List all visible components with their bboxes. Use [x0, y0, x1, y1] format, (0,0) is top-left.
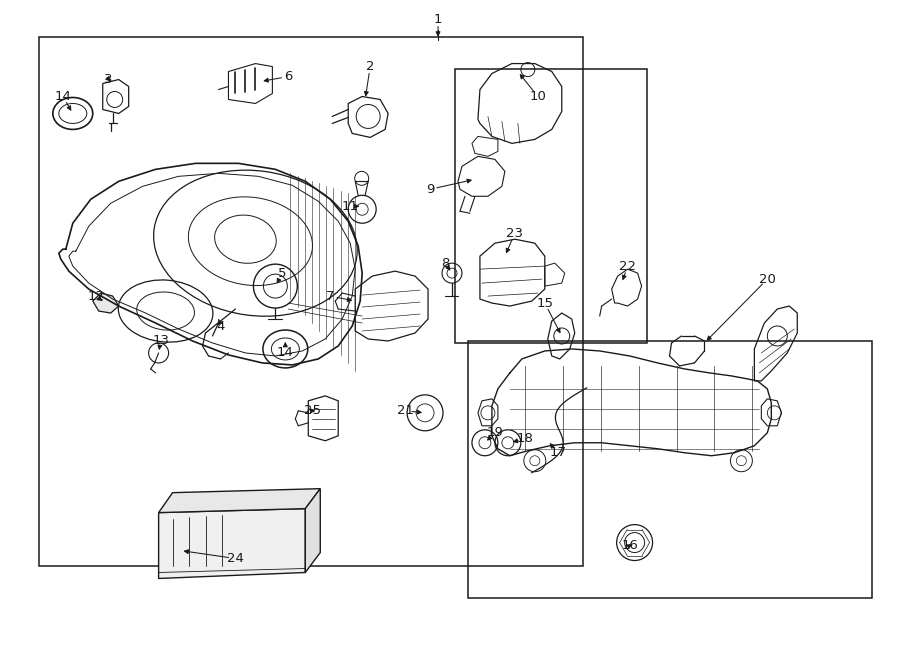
Text: 15: 15 [536, 297, 554, 309]
Text: 6: 6 [284, 70, 292, 83]
Text: 13: 13 [152, 334, 169, 348]
Polygon shape [158, 508, 305, 578]
Text: 8: 8 [441, 256, 449, 270]
Text: 16: 16 [621, 539, 638, 552]
Polygon shape [93, 293, 119, 313]
Text: 10: 10 [529, 90, 546, 103]
Text: 3: 3 [104, 73, 113, 86]
Text: 4: 4 [216, 319, 225, 332]
Text: 5: 5 [278, 266, 286, 280]
Text: 9: 9 [426, 183, 434, 196]
Text: 14: 14 [277, 346, 293, 360]
Text: 25: 25 [304, 405, 320, 417]
Text: 18: 18 [517, 432, 534, 446]
Text: 12: 12 [87, 290, 104, 303]
Text: 1: 1 [434, 13, 442, 26]
Text: 11: 11 [342, 200, 359, 213]
Text: 21: 21 [397, 405, 414, 417]
Text: 22: 22 [619, 260, 636, 272]
Text: 14: 14 [54, 90, 71, 103]
Bar [455, 69, 646, 343]
Polygon shape [305, 488, 320, 572]
Text: 19: 19 [487, 426, 503, 440]
Bar [468, 341, 872, 598]
Text: 17: 17 [549, 446, 566, 459]
Text: 20: 20 [759, 272, 776, 286]
Text: 2: 2 [366, 60, 374, 73]
Text: 23: 23 [507, 227, 524, 240]
Bar [39, 36, 582, 566]
Polygon shape [158, 488, 320, 513]
Text: 24: 24 [227, 552, 244, 565]
Text: 7: 7 [326, 290, 335, 303]
